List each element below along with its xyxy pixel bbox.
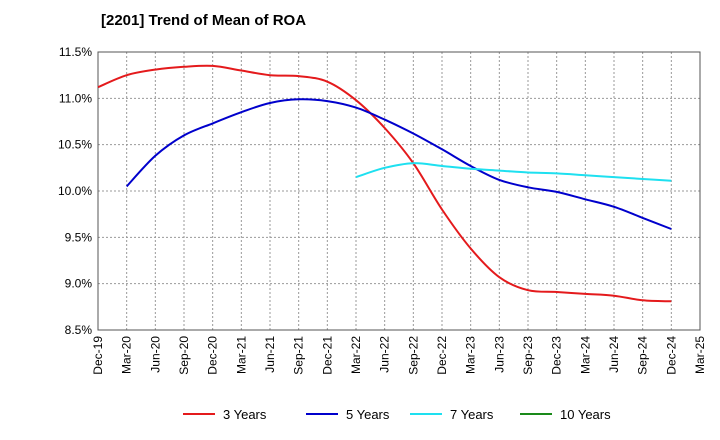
x-tick-label: Sep-20	[177, 336, 191, 375]
x-tick-label: Mar-24	[578, 336, 592, 374]
x-tick-label: Sep-24	[636, 336, 650, 375]
legend-label: 10 Years	[560, 407, 611, 422]
y-tick-label: 8.5%	[65, 323, 93, 337]
chart-title: [2201] Trend of Mean of ROA	[101, 12, 307, 29]
x-tick-label: Mar-25	[693, 336, 707, 374]
x-tick-label: Sep-21	[292, 336, 306, 375]
grid	[97, 51, 701, 331]
x-tick-label: Dec-19	[91, 336, 105, 375]
x-tick-label: Dec-23	[550, 336, 564, 375]
y-tick-label: 11.0%	[59, 91, 92, 105]
x-tick-label: Jun-23	[492, 336, 506, 373]
series-line-3-years	[97, 64, 672, 303]
legend: 3 Years 5 Years 7 Years 10 Years	[183, 407, 611, 422]
legend-label: 5 Years	[346, 407, 390, 422]
x-tick-label: Dec-20	[206, 336, 220, 375]
y-tick-label: 10.5%	[58, 138, 92, 152]
y-axis: 11.5% 11.0% 10.5% 10.0% 9.5% 9.0% 8.5%	[58, 45, 92, 337]
x-tick-label: Mar-23	[464, 336, 478, 374]
legend-label: 3 Years	[223, 407, 267, 422]
legend-label: 7 Years	[450, 407, 494, 422]
x-tick-label: Dec-24	[664, 336, 678, 375]
x-tick-label: Jun-22	[378, 336, 392, 373]
x-tick-label: Dec-21	[320, 336, 334, 375]
plot-frame	[97, 51, 701, 331]
x-tick-label: Dec-22	[435, 336, 449, 375]
x-tick-label: Mar-21	[234, 336, 248, 374]
x-tick-label: Sep-23	[521, 336, 535, 375]
series-lines	[97, 64, 672, 303]
x-tick-label: Jun-20	[148, 336, 162, 373]
x-tick-label: Mar-20	[120, 336, 134, 374]
x-tick-label: Jun-21	[263, 336, 277, 373]
y-tick-label: 9.5%	[65, 230, 93, 244]
series-line-5-years	[125, 98, 672, 230]
y-tick-label: 9.0%	[65, 277, 93, 291]
x-tick-label: Mar-22	[349, 336, 363, 374]
x-tick-label: Jun-24	[607, 336, 621, 373]
series-line-7-years	[355, 162, 672, 182]
x-axis: Dec-19 Mar-20 Jun-20 Sep-20 Dec-20 Mar-21 Jun-…	[91, 336, 707, 375]
y-tick-label: 11.5%	[59, 45, 92, 59]
y-tick-label: 10.0%	[58, 184, 92, 198]
x-tick-label: Sep-22	[406, 336, 420, 375]
